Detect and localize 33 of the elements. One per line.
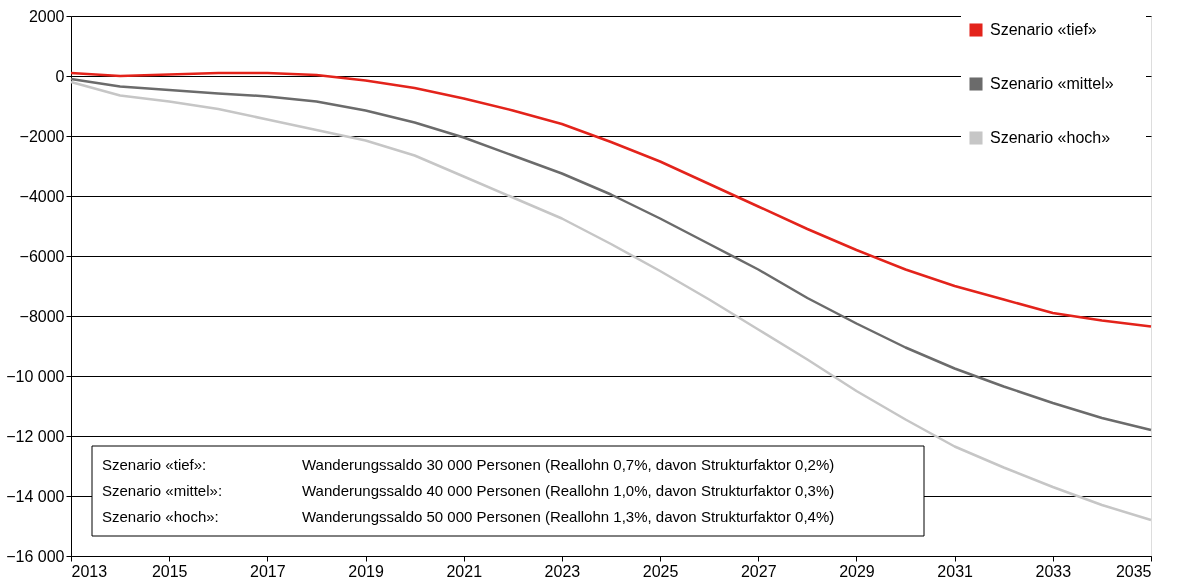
annotation: Szenario «hoch»: <box>102 508 219 525</box>
x-tick-label: 2021 <box>446 562 483 580</box>
y-tick-label: −12 000 <box>6 427 65 445</box>
y-tick-label: 0 <box>55 67 65 85</box>
x-tick-label: 2017 <box>250 562 286 580</box>
line-series <box>69 77 1153 432</box>
y-tick-label: −4000 <box>19 187 65 205</box>
legend-label: Szenario «mittel» <box>990 75 1114 92</box>
x-tick-label: 2033 <box>1035 562 1072 580</box>
annotation: Wanderungssaldo 50 000 Personen (Reallohn 1,3%, davon Strukturfaktor 0,4%) <box>302 508 835 525</box>
y-tick-label: −2000 <box>19 127 65 145</box>
legend-label: Szenario «tief» <box>990 21 1097 38</box>
x-tick-label: 2029 <box>839 562 875 580</box>
x-tick-label: 2035 <box>1115 562 1152 580</box>
annotation: Szenario «mittel»: <box>102 482 223 499</box>
x-tick-label: 2023 <box>544 562 581 580</box>
y-tick-label: −10 000 <box>6 367 65 385</box>
y-tick-label: 2000 <box>28 7 65 25</box>
y-tick-label: −6000 <box>19 247 65 265</box>
y-tick-label: −14 000 <box>6 487 65 505</box>
legend-label: Szenario «hoch» <box>990 129 1111 146</box>
annotation: Szenario «tief»: <box>102 456 207 473</box>
annotation: Wanderungssaldo 30 000 Personen (Reallohn 0,7%, davon Strukturfaktor 0,2%) <box>302 456 835 473</box>
line-series <box>69 71 1153 328</box>
x-tick-label: 2031 <box>937 562 974 580</box>
y-tick-label: −16 000 <box>6 547 65 565</box>
x-tick-label: 2025 <box>642 562 679 580</box>
x-tick-label: 2013 <box>71 562 108 580</box>
y-tick-label: −8000 <box>19 307 65 325</box>
x-tick-label: 2015 <box>151 562 188 580</box>
annotation: Wanderungssaldo 40 000 Personen (Reallohn 1,0%, davon Strukturfaktor 0,3%) <box>302 482 835 499</box>
x-tick-label: 2019 <box>348 562 384 580</box>
x-tick-label: 2027 <box>740 562 777 580</box>
